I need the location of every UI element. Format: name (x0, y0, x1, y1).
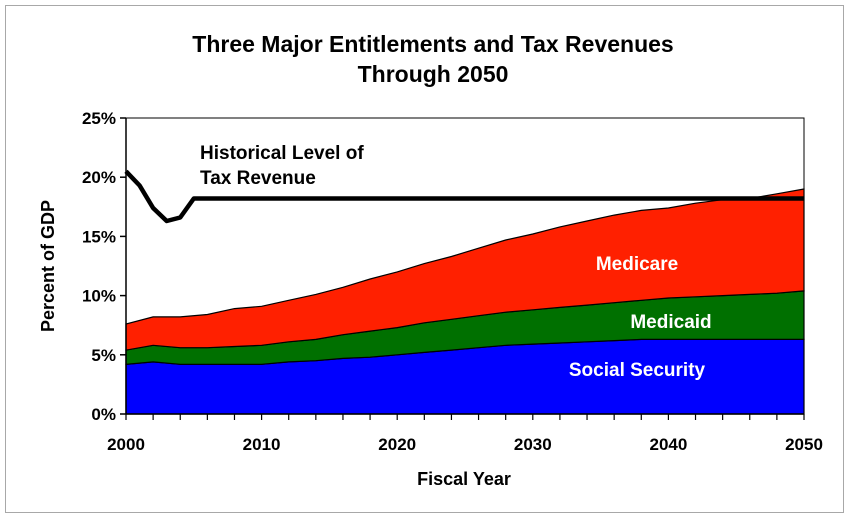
x-tick-label: 2030 (514, 435, 552, 454)
tax-revenue-line (124, 169, 804, 224)
y-tick-label: 25% (82, 109, 116, 128)
y-tick-label: 5% (91, 346, 116, 365)
x-tick-label: 2010 (243, 435, 281, 454)
label-social-security: Social Security (569, 360, 706, 381)
x-tick-label: 2000 (107, 435, 145, 454)
area-medicare (125, 188, 805, 351)
x-tick-label: 2040 (649, 435, 687, 454)
y-tick-label: 10% (82, 287, 116, 306)
y-tick-label: 15% (82, 227, 116, 246)
y-axis-title: Percent of GDP (38, 200, 58, 332)
x-tick-label: 2050 (785, 435, 823, 454)
chart-title-line-1: Three Major Entitlements and Tax Revenue… (192, 31, 673, 57)
chart-frame (5, 5, 844, 513)
label-medicare: Medicare (596, 254, 678, 275)
x-axis-ticks: 2000 2010 2020 2030 2040 2050 (107, 414, 823, 454)
y-tick-label: 0% (91, 405, 116, 424)
x-tick-label: 2020 (378, 435, 416, 454)
y-axis-ticks: 0% 5% 10% 15% 20% 25% (82, 109, 126, 424)
x-axis-title: Fiscal Year (417, 469, 511, 489)
chart-title-line-2: Through 2050 (358, 61, 509, 87)
label-medicaid: Medicaid (630, 312, 711, 333)
y-tick-label: 20% (82, 168, 116, 187)
annotation-line-1: Historical Level of (200, 143, 364, 164)
annotation-line-2: Tax Revenue (200, 168, 316, 189)
